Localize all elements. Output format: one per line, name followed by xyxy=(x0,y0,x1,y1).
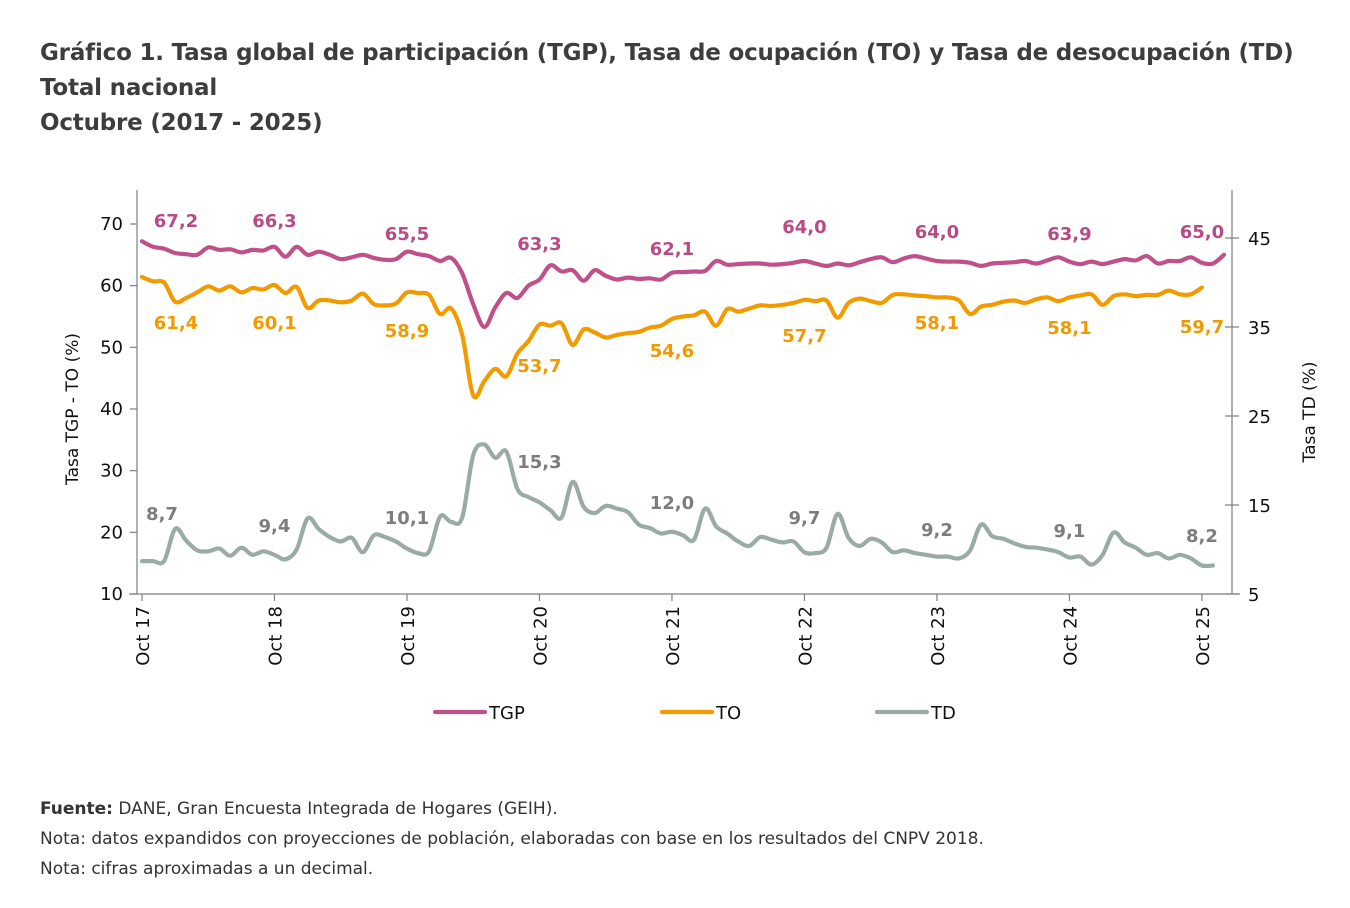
data-label-to: 59,7 xyxy=(1180,317,1224,338)
data-label-td: 9,1 xyxy=(1053,521,1085,542)
data-label-to: 58,1 xyxy=(1047,318,1091,339)
left-tick-label: 70 xyxy=(100,214,123,235)
x-tick-label: Oct 25 xyxy=(1193,606,1214,666)
data-label-to: 61,4 xyxy=(154,313,198,334)
data-label-tgp: 66,3 xyxy=(252,211,296,232)
x-tick-label: Oct 24 xyxy=(1060,606,1081,666)
data-label-td: 9,4 xyxy=(259,516,291,537)
data-label-to: 57,7 xyxy=(782,326,826,347)
notes: Fuente: DANE, Gran Encuesta Integrada de… xyxy=(40,794,984,884)
data-labels: 67,2 66,3 65,5 63,3 62,1 64,0 64,0 63,9 65,0 61,4… xyxy=(146,211,1224,547)
data-label-tgp: 62,1 xyxy=(650,239,694,260)
title-line-3: Octubre (2017 - 2025) xyxy=(40,110,323,136)
title-line-1: Gráfico 1. Tasa global de participación … xyxy=(40,40,1294,66)
series-layer xyxy=(139,239,1227,569)
data-label-tgp: 64,0 xyxy=(782,217,826,238)
x-tick-label: Oct 17 xyxy=(133,606,154,666)
x-tick-label: Oct 21 xyxy=(663,606,684,666)
series-line-tgp xyxy=(139,239,1227,330)
source-label: Fuente: xyxy=(40,799,113,819)
series-line-to xyxy=(139,274,1204,400)
x-tick-label: Oct 20 xyxy=(530,606,551,666)
data-label-td: 9,7 xyxy=(789,508,821,529)
data-label-tgp: 63,9 xyxy=(1047,224,1091,245)
data-label-to: 60,1 xyxy=(252,313,296,334)
note-2: Nota: cifras aproximadas a un decimal. xyxy=(40,859,374,879)
data-label-td: 9,2 xyxy=(921,520,953,541)
left-tick-label: 30 xyxy=(100,461,123,482)
data-label-tgp: 65,5 xyxy=(385,224,429,245)
note-1: Nota: datos expandidos con proyecciones … xyxy=(40,829,984,849)
right-tick-label: 25 xyxy=(1248,407,1271,428)
legend-label-td: TD xyxy=(930,703,956,724)
x-tick-label: Oct 23 xyxy=(928,606,949,666)
data-label-tgp: 67,2 xyxy=(154,211,198,232)
right-axis-title: Tasa TD (%) xyxy=(1300,362,1320,464)
left-tick-label: 20 xyxy=(100,522,123,543)
data-label-tgp: 65,0 xyxy=(1180,222,1224,243)
chart-title: Gráfico 1. Tasa global de participación … xyxy=(40,36,1294,141)
data-label-tgp: 64,0 xyxy=(915,222,959,243)
data-label-to: 53,7 xyxy=(517,356,561,377)
right-tick-label: 35 xyxy=(1248,318,1271,339)
source-text: DANE, Gran Encuesta Integrada de Hogares… xyxy=(112,799,558,819)
data-label-td: 10,1 xyxy=(385,508,429,529)
data-label-to: 58,9 xyxy=(385,321,429,342)
data-label-td: 8,2 xyxy=(1186,526,1218,547)
data-label-to: 54,6 xyxy=(650,341,694,362)
x-tick-label: Oct 18 xyxy=(265,606,286,666)
left-axis-title: Tasa TGP - TO (%) xyxy=(63,333,83,486)
data-label-tgp: 63,3 xyxy=(517,234,561,255)
x-tick-label: Oct 19 xyxy=(398,606,419,666)
source-line: Fuente: DANE, Gran Encuesta Integrada de… xyxy=(40,794,984,824)
data-label-td: 12,0 xyxy=(650,493,694,514)
axes: 10 20 30 40 50 60 70 5 15 25 35 45 Oct 17 Oct 18 Oct 1… xyxy=(63,190,1320,666)
data-label-td: 15,3 xyxy=(517,452,561,473)
series-line-td xyxy=(139,442,1216,569)
legend-label-to: TO xyxy=(715,703,741,724)
left-tick-label: 40 xyxy=(100,399,123,420)
data-label-to: 58,1 xyxy=(915,313,959,334)
right-tick-label: 15 xyxy=(1248,496,1271,517)
x-tick-label: Oct 22 xyxy=(795,606,816,666)
left-tick-label: 60 xyxy=(100,276,123,297)
data-label-td: 8,7 xyxy=(146,504,178,525)
legend-label-tgp: TGP xyxy=(488,703,525,724)
title-line-2: Total nacional xyxy=(40,75,218,101)
legend: TGP TO TD xyxy=(432,703,956,724)
left-tick-label: 50 xyxy=(100,337,123,358)
right-tick-label: 5 xyxy=(1248,585,1259,606)
right-tick-label: 45 xyxy=(1248,229,1271,250)
left-tick-label: 10 xyxy=(100,584,123,605)
